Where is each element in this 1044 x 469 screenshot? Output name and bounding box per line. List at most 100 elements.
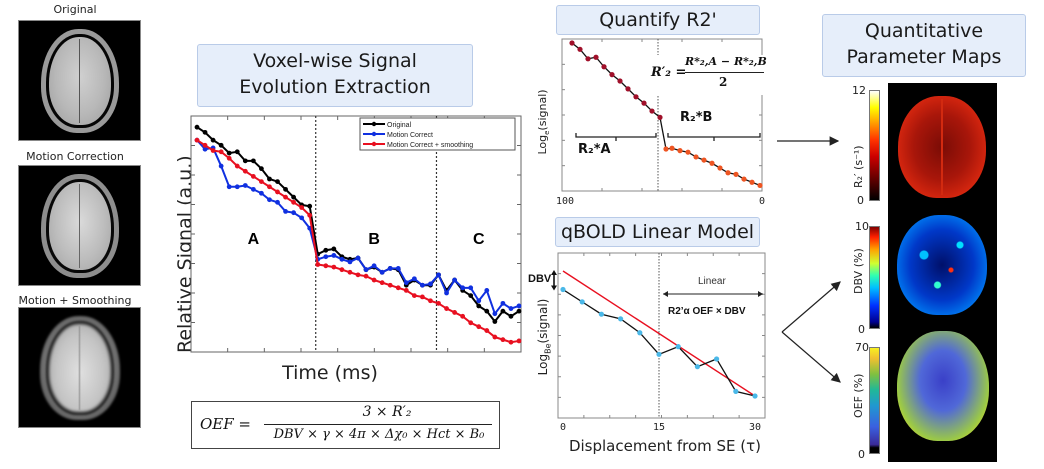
series-point-1: [492, 311, 498, 317]
measured-point: [618, 316, 624, 322]
series-point-0: [202, 129, 208, 135]
series-point-0: [484, 308, 490, 314]
series-point-2: [379, 280, 385, 286]
dbv-colorbar-min: 0: [858, 323, 865, 336]
series-point-2: [428, 298, 433, 304]
series-point-1: [226, 184, 232, 190]
series-point-2: [387, 282, 393, 288]
series-point-2: [484, 328, 490, 333]
series-point-1: [299, 215, 305, 221]
arrow-to-dbv-map: [781, 281, 841, 333]
panel-arrows: [777, 136, 841, 383]
bracket-b: [667, 133, 761, 141]
r2-fraction-bar: [685, 72, 764, 73]
r2-bracket-a-label: R₂*A: [578, 142, 611, 157]
r2-colorbar-min: 0: [857, 194, 864, 207]
series-point-2: [436, 300, 441, 306]
series-point-0: [291, 194, 296, 200]
linear-arrow-left-head: [663, 291, 668, 297]
series-point-2: [267, 184, 272, 190]
dbv-colorbar-max: 10: [855, 220, 869, 233]
linear-region-label: Linear: [698, 276, 726, 287]
oef-map-brain: [897, 331, 989, 441]
series-point-0: [242, 158, 248, 164]
r2-x-tick-label: 0: [759, 196, 765, 207]
plot-area: [190, 115, 522, 353]
series-point-2: [210, 148, 216, 153]
r2-point-0: [593, 54, 599, 60]
r2-point-0: [577, 46, 583, 52]
series-point-2: [395, 285, 401, 291]
dbv-colorbar: [869, 226, 880, 329]
r2-point-0: [641, 100, 647, 106]
oef-fraction-bar: [264, 424, 492, 425]
maps-title-line2: Parameter Maps: [846, 46, 1002, 68]
series-point-2: [323, 263, 329, 269]
r2-point-1: [749, 179, 755, 185]
series-point-2: [275, 189, 280, 195]
r2-point-0: [649, 108, 655, 114]
series-point-0: [468, 293, 474, 298]
series-point-2: [307, 212, 313, 218]
r2-bracket-b-label: R₂*B: [680, 110, 713, 125]
series-point-2: [339, 267, 345, 273]
label-motion-correction: Motion Correction: [26, 150, 124, 163]
series-point-1: [436, 272, 441, 278]
series-point-1: [339, 256, 345, 262]
r2-point-1: [685, 149, 691, 155]
series-point-2: [242, 168, 248, 174]
dbv-map-brain: [897, 215, 987, 315]
legend-marker: [371, 121, 377, 127]
brain-image-motion-smoothing: [18, 307, 141, 428]
dbv-colorbar-label: DBV (%): [852, 248, 865, 294]
r2-formula-lhs: R′₂ =: [651, 65, 687, 80]
r2-point-0: [569, 40, 575, 46]
series-point-1: [411, 276, 417, 282]
series-point-0: [323, 247, 329, 253]
r2-point-1: [757, 182, 763, 189]
legend-entry: Motion Correct: [387, 132, 433, 139]
series-point-0: [259, 166, 264, 172]
series-point-1: [355, 255, 361, 261]
oef-formula-box: OEF = 3 × R′₂ DBV × γ × 4π × Δχ₀ × Hct ×…: [191, 401, 500, 449]
r2-point-1: [669, 145, 675, 151]
qbold-chart: 0 15 30: [551, 252, 766, 433]
series-point-1: [242, 183, 248, 188]
oef-colorbar-label: OEF (%): [852, 373, 865, 418]
series-point-2: [355, 272, 361, 278]
oef-formula-numerator: 3 × R′₂: [362, 404, 412, 420]
r2-formula-denominator: 2: [719, 75, 728, 89]
series-point-2: [283, 194, 288, 200]
series-point-0: [218, 142, 224, 148]
series-point-1: [363, 267, 369, 273]
series-point-2: [226, 155, 232, 161]
legend-entry: Original: [387, 122, 412, 129]
r2-point-1: [741, 176, 747, 182]
series-point-0: [283, 186, 288, 192]
maps-panel-title: Quantitative Parameter Maps: [822, 14, 1026, 77]
r2-point-0: [609, 72, 615, 78]
r2-y-axis-label: Loge(signal): [536, 89, 552, 155]
series-point-2: [250, 174, 256, 179]
dbv-arrow-down-head: [551, 285, 557, 291]
arrow-to-oef-map: [781, 331, 841, 383]
series-point-2: [516, 338, 522, 344]
region-label-c: C: [473, 231, 485, 248]
r2-formula: R′₂ = R*₂,A − R*₂,B 2: [651, 55, 767, 95]
series-point-1: [395, 265, 401, 271]
series-point-0: [250, 158, 256, 164]
qbold-panel-title: qBOLD Linear Model: [555, 217, 760, 247]
signal-x-axis-label: Time (ms): [282, 362, 378, 384]
series-point-0: [500, 308, 506, 314]
series-point-1: [484, 288, 490, 293]
measured-point: [714, 356, 720, 362]
measured-point: [752, 393, 758, 399]
series-point-1: [291, 210, 296, 216]
series-point-0: [508, 313, 514, 319]
oef-colorbar-min: 0: [858, 448, 865, 461]
qbold-x-tick-label: 15: [653, 422, 665, 433]
r2-map-midline: [941, 99, 943, 195]
r2-x-tick-label: -100: [555, 196, 574, 207]
signal-evolution-chart: A B C Original Motion Correct Motion Correct …: [190, 115, 522, 353]
measured-point: [656, 351, 662, 357]
